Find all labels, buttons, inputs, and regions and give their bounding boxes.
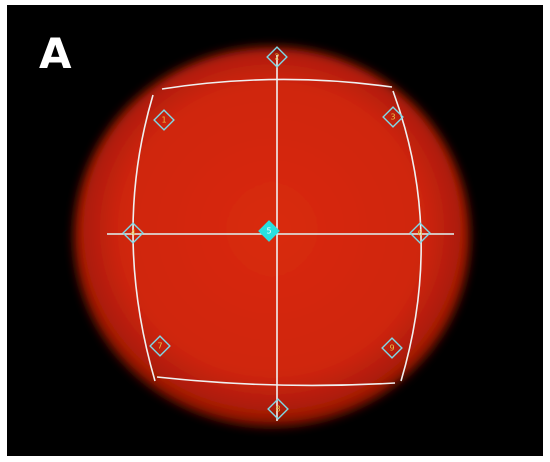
diamond-icon [267,398,289,420]
marker-6: 6 [409,222,431,244]
marker-8-label: 8 [275,405,280,414]
diamond-icon [266,46,288,68]
marker-3: 3 [382,106,404,128]
marker-4: 4 [122,222,144,244]
marker-9-label: 9 [389,344,394,353]
marker-1-label: 1 [161,116,166,125]
marker-2: 2 [266,46,288,68]
marker-8: 8 [267,398,289,420]
left-curve-line [132,94,156,382]
diamond-icon [258,220,280,242]
diamond-icon [153,109,175,131]
marker-2-label: 2 [274,53,279,62]
photo-frame: 1 2 3 4 5 6 7 8 [7,5,543,456]
diamond-icon [149,335,171,357]
diamond-icon [381,337,403,359]
marker-1: 1 [153,109,175,131]
diamond-icon [409,222,431,244]
marker-5: 5 [258,220,280,242]
grid-overlay [107,55,454,421]
diamond-icon [122,222,144,244]
marker-6-label: 6 [417,229,422,238]
marker-5-label: 5 [266,227,271,236]
diamond-icon [382,106,404,128]
fundus-field-image: 1 2 3 4 5 6 7 8 [74,46,470,427]
marker-9: 9 [381,337,403,359]
marker-4-label: 4 [130,229,135,238]
panel-label: A [39,29,72,78]
marker-7-label: 7 [157,342,162,351]
marker-7: 7 [149,335,171,357]
marker-3-label: 3 [390,113,395,122]
